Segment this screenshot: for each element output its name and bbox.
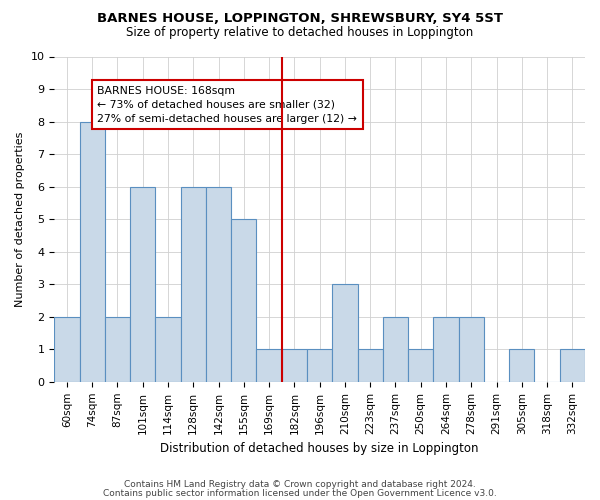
Y-axis label: Number of detached properties: Number of detached properties (15, 132, 25, 307)
Bar (54, 317, 80, 382)
Bar (458, 317, 484, 382)
Bar (130, 186, 155, 382)
Text: BARNES HOUSE: 168sqm
← 73% of detached houses are smaller (32)
27% of semi-detac: BARNES HOUSE: 168sqm ← 73% of detached h… (97, 86, 357, 124)
Bar (105, 317, 130, 382)
Bar (408, 350, 433, 382)
Bar (155, 317, 181, 382)
X-axis label: Distribution of detached houses by size in Loppington: Distribution of detached houses by size … (160, 442, 479, 455)
Bar (560, 350, 585, 382)
Bar (80, 122, 105, 382)
Bar (332, 284, 358, 382)
Text: BARNES HOUSE, LOPPINGTON, SHREWSBURY, SY4 5ST: BARNES HOUSE, LOPPINGTON, SHREWSBURY, SY… (97, 12, 503, 26)
Text: Size of property relative to detached houses in Loppington: Size of property relative to detached ho… (127, 26, 473, 39)
Bar (231, 219, 256, 382)
Bar (206, 186, 231, 382)
Text: Contains public sector information licensed under the Open Government Licence v3: Contains public sector information licen… (103, 489, 497, 498)
Bar (433, 317, 458, 382)
Bar (509, 350, 535, 382)
Text: Contains HM Land Registry data © Crown copyright and database right 2024.: Contains HM Land Registry data © Crown c… (124, 480, 476, 489)
Bar (282, 350, 307, 382)
Bar (256, 350, 282, 382)
Bar (358, 350, 383, 382)
Bar (307, 350, 332, 382)
Bar (181, 186, 206, 382)
Bar (383, 317, 408, 382)
